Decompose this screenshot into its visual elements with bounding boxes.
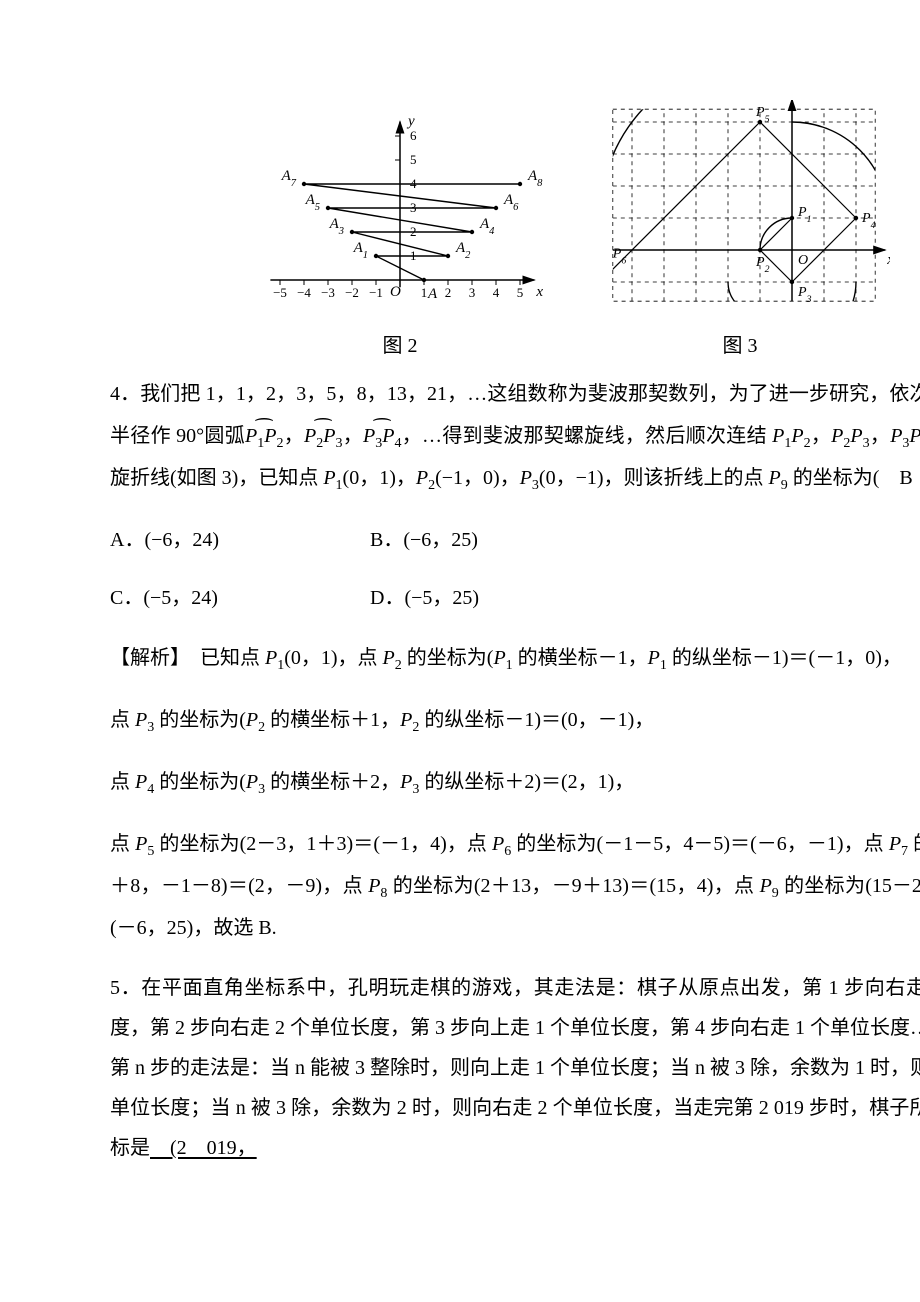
svg-text:A: A [427,286,438,302]
svg-text:3: 3 [469,285,476,300]
svg-text:5: 5 [517,285,524,300]
question-4-text: 4．我们把 1，1，2，3，5，8，13，21，…这组数称为斐波那契数列，为了进… [110,374,920,500]
svg-text:A8: A8 [527,168,543,189]
svg-text:−5: −5 [273,285,287,300]
q5-answer: (2 019， [150,1137,257,1159]
solution-4-line1: 【解析】 已知点 P1(0，1)，点 P2 的坐标为(P1 的横坐标－1，P1 … [110,638,920,680]
figure-3: OxyP1P2P3P4P5P6 [590,100,890,320]
q4-part5: 的坐标为( [788,467,900,489]
solution-4-line2: 点 P3 的坐标为(P2 的横坐标＋1，P2 的纵坐标－1)＝(0，－1)， [110,700,920,742]
svg-text:A3: A3 [329,216,344,237]
sol4-1a: 【解析】 已知点 [110,647,265,669]
svg-text:A1: A1 [353,240,368,261]
svg-text:5: 5 [410,152,417,167]
svg-text:−2: −2 [345,285,359,300]
option-a: A．(−6，24) [110,520,370,560]
svg-text:A2: A2 [455,240,471,261]
figure-2-wrap: −5−4−3−2−112345123456OxyAA1A2A3A4A5A6A7A… [250,100,550,366]
sol4-3b: 的坐标为( [154,771,246,793]
svg-text:y: y [798,100,807,101]
q4-sep1: ， [283,425,304,447]
sol4-2a: 点 [110,709,135,731]
sol4-3a: 点 [110,771,135,793]
q5-body: 5．在平面直角坐标系中，孔明玩走棋的游戏，其走法是：棋子从原点出发，第 1 步向… [110,977,920,1159]
sol4-4c: 的坐标为(－1－5，4－5)＝(－6，－1)，点 [511,833,889,855]
figure-3-caption: 图 3 [723,326,758,366]
figure-2: −5−4−3−2−112345123456OxyAA1A2A3A4A5A6A7A… [250,100,550,320]
figure-3-wrap: OxyP1P2P3P4P5P6 图 3 [590,100,890,366]
figure-2-caption: 图 2 [383,326,418,366]
svg-text:A6: A6 [503,192,519,213]
svg-text:P1: P1 [797,205,811,225]
option-d: D．(−5，25) [370,578,479,618]
sol4-4a: 点 [110,833,135,855]
question-5-text: 5．在平面直角坐标系中，孔明玩走棋的游戏，其走法是：棋子从原点出发，第 1 步向… [110,968,920,1168]
svg-text:−3: −3 [321,285,335,300]
sol4-4e: 的坐标为(2＋13，－9＋13)＝(15，4)，点 [387,875,759,897]
svg-text:O: O [390,284,401,300]
sol4-2b: 的坐标为( [154,709,246,731]
sol4-4b: 的坐标为(2－3，1＋3)＝(－1，4)，点 [154,833,492,855]
svg-text:4: 4 [493,285,500,300]
q4-c1: ， [811,425,832,447]
q4-sep2: ， [342,425,363,447]
svg-text:y: y [406,114,415,130]
figure-row: −5−4−3−2−112345123456OxyAA1A2A3A4A5A6A7A… [110,100,920,366]
q4-answer: B [899,467,912,489]
sol4-2d: 的纵坐标－1)＝(0，－1)， [419,709,654,731]
q4-part4: ，则该折线上的点 [604,467,769,489]
svg-text:A5: A5 [305,192,320,213]
svg-text:A4: A4 [479,216,495,237]
svg-text:x: x [886,252,890,268]
svg-text:P5: P5 [755,105,770,125]
arc-p3p4: P3P4 [363,414,401,458]
sol4-1b: ，点 [338,647,383,669]
sol4-1c: 的坐标为( [402,647,494,669]
sol4-1d: 的横坐标－1， [513,647,648,669]
q4-c3: ， [396,467,416,489]
question-4-options: A．(−6，24) B．(−6，25) C．(−5，24) D．(−5，25) [110,520,920,618]
sol4-2c: 的横坐标＋1， [265,709,400,731]
svg-text:A7: A7 [281,168,297,189]
arc-p2p3: P2P3 [304,414,342,458]
svg-text:−4: −4 [297,285,311,300]
svg-text:P4: P4 [861,211,876,231]
svg-text:x: x [535,284,543,300]
option-b: B．(−6，25) [370,520,478,560]
q4-part6: ) [913,467,920,489]
sol4-3d: 的纵坐标＋2)＝(2，1)， [419,771,634,793]
svg-text:1: 1 [421,285,428,300]
arc-p1p2: P1P2 [245,414,283,458]
q4-part2: ，…得到斐波那契螺旋线，然后顺次连结 [401,425,772,447]
sol4-1e: 的纵坐标－1)＝(－1，0)， [667,647,902,669]
svg-text:2: 2 [445,285,452,300]
solution-4-line3: 点 P4 的坐标为(P3 的横坐标＋2，P3 的纵坐标＋2)＝(2，1)， [110,762,920,804]
option-c: C．(−5，24) [110,578,370,618]
q4-c4: ， [500,467,520,489]
svg-text:−1: −1 [369,285,383,300]
sol4-3c: 的横坐标＋2， [265,771,400,793]
svg-text:6: 6 [410,128,417,143]
solution-4-line4: 点 P5 的坐标为(2－3，1＋3)＝(－1，4)，点 P6 的坐标为(－1－5… [110,824,920,948]
svg-text:O: O [798,253,808,268]
q4-c2: ， [870,425,891,447]
